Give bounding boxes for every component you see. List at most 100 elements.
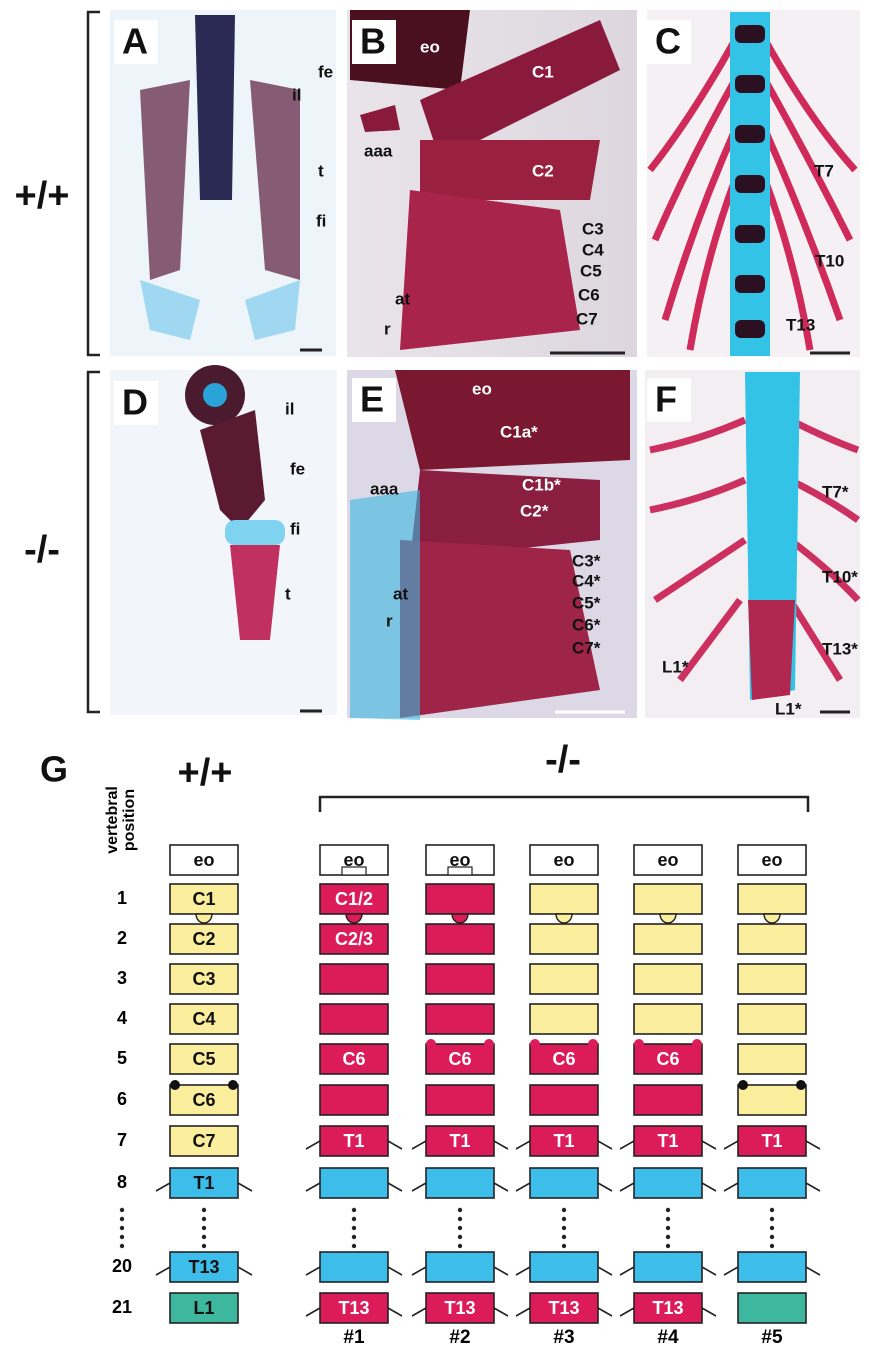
structure-label: aaa xyxy=(370,479,399,498)
position-label: 5 xyxy=(117,1048,127,1068)
vertebra-label: T1 xyxy=(761,1131,782,1151)
vertebra-box xyxy=(530,1252,598,1282)
tuberculum xyxy=(484,1039,494,1049)
dens-knob xyxy=(660,914,676,923)
tuberculum xyxy=(426,1039,436,1049)
vertebra-label: C7 xyxy=(192,1131,215,1151)
vertebra-box xyxy=(530,884,598,914)
vertebra-label: C1/2 xyxy=(335,889,373,909)
structure-label: fe xyxy=(318,62,333,81)
structure-label: eo xyxy=(420,37,440,56)
ellipsis-dot xyxy=(120,1235,124,1239)
vertebra-label: T1 xyxy=(343,1131,364,1151)
ellipsis-dot xyxy=(458,1208,462,1212)
structure-label: fe xyxy=(290,459,305,478)
vertebra-label: T13 xyxy=(444,1298,475,1318)
genotype-header: +/+ xyxy=(178,752,233,794)
vertebra-label: eo xyxy=(761,850,782,870)
panel-letter: B xyxy=(360,21,386,62)
ellipsis-dot xyxy=(202,1217,206,1221)
ellipsis-dot xyxy=(120,1226,124,1230)
vertebra-box xyxy=(634,1168,702,1198)
vertebra-box xyxy=(530,1168,598,1198)
specimen-label: #2 xyxy=(449,1327,470,1348)
ellipsis-dot xyxy=(202,1235,206,1239)
vertebra-box xyxy=(320,1004,388,1034)
vertebra-box xyxy=(320,964,388,994)
structure-label: T7 xyxy=(814,161,834,180)
vertebra-label: T13 xyxy=(338,1298,369,1318)
specimen-label: #1 xyxy=(343,1327,365,1348)
panel-letter: E xyxy=(360,379,384,420)
panel-letter: G xyxy=(40,749,68,790)
tuberculum xyxy=(738,1080,748,1090)
vertebra-box xyxy=(426,1252,494,1282)
position-label: 3 xyxy=(117,968,127,988)
structure-label: T10 xyxy=(815,251,844,270)
panel-letter: A xyxy=(122,21,148,62)
structure-label: fi xyxy=(290,519,300,538)
ellipsis-dot xyxy=(770,1217,774,1221)
dens-knob xyxy=(346,914,362,923)
tuberculum xyxy=(796,1080,806,1090)
genotype-header: -/- xyxy=(545,739,581,781)
position-label: 6 xyxy=(117,1089,127,1109)
vertebra-box xyxy=(320,1252,388,1282)
vertebra-label: T13 xyxy=(188,1257,219,1277)
vertebra-label: C6 xyxy=(656,1049,679,1069)
vertebra-box xyxy=(426,1004,494,1034)
tuberculum xyxy=(170,1080,180,1090)
ellipsis-dot xyxy=(770,1226,774,1230)
vertebra-box xyxy=(634,924,702,954)
ellipsis-dot xyxy=(562,1226,566,1230)
vertebra-label: C4 xyxy=(192,1009,215,1029)
ellipsis-dot xyxy=(666,1244,670,1248)
specimen-label: #3 xyxy=(553,1327,574,1348)
dens-knob xyxy=(556,914,572,923)
eo-notch xyxy=(342,867,366,875)
ellipsis-dot xyxy=(202,1208,206,1212)
structure-label: C7 xyxy=(576,309,598,328)
ellipsis-dot xyxy=(458,1226,462,1230)
vertebra-label: T1 xyxy=(553,1131,574,1151)
structure-label: t xyxy=(318,161,324,180)
structure-label: fi xyxy=(316,211,326,230)
ellipsis-dot xyxy=(666,1226,670,1230)
vertebra-box xyxy=(634,1085,702,1115)
panel-letter: D xyxy=(122,382,148,423)
structure-label: t xyxy=(285,584,291,603)
ellipsis-dot xyxy=(352,1235,356,1239)
vertebra-box xyxy=(738,1085,806,1115)
vertebra-label: C3 xyxy=(192,969,215,989)
vertebra-box xyxy=(320,1085,388,1115)
vertebra-box xyxy=(738,1044,806,1074)
structure-label: T7* xyxy=(822,482,849,501)
figure: +/+ -/- AilfetfiBeoC1aaaC2C3C4C5C6C7atrC… xyxy=(0,0,869,1350)
panel-letter: F xyxy=(655,379,677,420)
ellipsis-dot xyxy=(770,1244,774,1248)
vertebra-box xyxy=(738,1168,806,1198)
ellipsis-dot xyxy=(352,1217,356,1221)
vertebra-box xyxy=(634,884,702,914)
tuberculum xyxy=(588,1039,598,1049)
vertebra-label: eo xyxy=(657,850,678,870)
ellipsis-dot xyxy=(120,1244,124,1248)
vertebra-box xyxy=(426,1085,494,1115)
structure-label: eo xyxy=(472,379,492,398)
ellipsis-dot xyxy=(666,1217,670,1221)
structure-label: at xyxy=(395,289,410,308)
genotype-label: -/- xyxy=(24,529,60,571)
position-label: 2 xyxy=(117,928,127,948)
ellipsis-dot xyxy=(666,1208,670,1212)
structure-label: L1* xyxy=(662,657,689,676)
vertebra-label: T1 xyxy=(657,1131,678,1151)
ellipsis-dot xyxy=(562,1235,566,1239)
structure-label: C4 xyxy=(582,240,604,259)
vertebra-label: C5 xyxy=(192,1049,215,1069)
vertebra-box xyxy=(530,964,598,994)
specimen-label: #4 xyxy=(657,1327,679,1348)
vertebra-label: T1 xyxy=(193,1173,214,1193)
vertebra-label: C1 xyxy=(192,889,215,909)
ellipsis-dot xyxy=(458,1217,462,1221)
vertebra-box xyxy=(426,1168,494,1198)
